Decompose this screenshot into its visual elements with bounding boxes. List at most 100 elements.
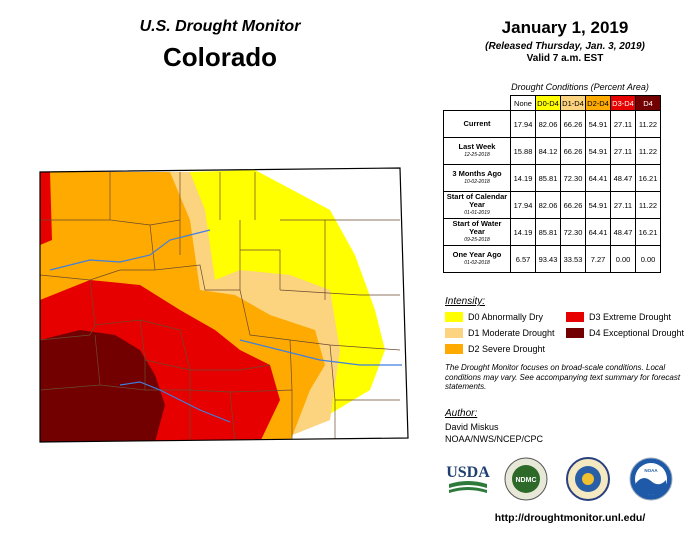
legend-col-2: D3 Extreme Drought D4 Exceptional Drough…: [566, 312, 684, 338]
table-cell: 72.30: [560, 164, 586, 192]
col-header: D1-D4: [560, 95, 586, 111]
release-date: (Released Thursday, Jan. 3, 2019): [485, 41, 645, 52]
col-header: D0-D4: [535, 95, 561, 111]
table-cell: 54.91: [585, 110, 611, 138]
table-cell: 64.41: [585, 218, 611, 246]
legend-item-d2: D2 Severe Drought: [445, 344, 555, 354]
legend-label: D3 Extreme Drought: [589, 312, 672, 322]
state-border: [39, 167, 409, 443]
table-row: Start of Calendar Year 01-01-2019 17.94 82.…: [443, 191, 661, 219]
drought-stats-table: None D0-D4 D1-D4 D2-D4 D3-D4 D4 Current 1…: [443, 95, 661, 273]
table-cell: 48.47: [610, 218, 636, 246]
legend-swatch: [445, 328, 463, 338]
table-row: One Year Ago 01-02-2018 6.57 93.43 33.53 7.27…: [443, 245, 661, 273]
table-cell: 15.88: [510, 137, 536, 165]
table-cell: 93.43: [535, 245, 561, 273]
row-label: Start of Calendar Year 01-01-2019: [443, 191, 511, 219]
table-cell: 72.30: [560, 218, 586, 246]
row-label: Current: [443, 110, 511, 138]
table-cell: 0.00: [610, 245, 636, 273]
legend-title: Intensity:: [445, 296, 486, 307]
legend-item-d4: D4 Exceptional Drought: [566, 328, 684, 338]
row-sublabel: 09-25-2018: [464, 237, 490, 243]
col-header: D4: [635, 95, 661, 111]
row-sublabel: 10-02-2018: [464, 179, 490, 185]
table-row: Last Week 12-25-2018 15.88 84.12 66.26 54.91 2…: [443, 137, 661, 165]
rivers: [49, 229, 402, 423]
header-left: U.S. Drought Monitor Colorado: [95, 18, 345, 73]
table-cell: 66.26: [560, 191, 586, 219]
table-row: Start of Water Year 09-25-2018 14.19 85.81 7…: [443, 218, 661, 246]
table-row: 3 Months Ago 10-02-2018 14.19 85.81 72.30 64.…: [443, 164, 661, 192]
table-header-row: None D0-D4 D1-D4 D2-D4 D3-D4 D4: [444, 95, 661, 111]
table-cell: 54.91: [585, 137, 611, 165]
header-right: January 1, 2019 (Released Thursday, Jan.…: [440, 18, 690, 64]
table-cell: 14.19: [510, 218, 536, 246]
map-date: January 1, 2019: [501, 18, 629, 37]
row-label-text: Last Week: [458, 142, 496, 151]
col-header: None: [510, 95, 536, 111]
table-cell: 17.94: [510, 110, 536, 138]
usda-logo-text: USDA: [446, 464, 490, 481]
author-org: NOAA/NWS/NCEP/CPC: [445, 434, 544, 444]
col-header: D2-D4: [585, 95, 611, 111]
table-title: Drought Conditions (Percent Area): [511, 82, 649, 92]
row-sublabel: 01-01-2019: [464, 210, 490, 216]
table-corner: [444, 96, 511, 111]
noaa-logo: NOAA: [629, 457, 673, 501]
table-cell: 0.00: [635, 245, 661, 273]
legend-label: D1 Moderate Drought: [468, 328, 555, 338]
row-sublabel: 01-02-2018: [464, 260, 490, 266]
row-label-text: Start of Water Year: [452, 219, 502, 236]
table-cell: 16.21: [635, 164, 661, 192]
table-cell: 54.91: [585, 191, 611, 219]
legend-swatch: [445, 312, 463, 322]
row-label-text: Current: [463, 119, 491, 128]
legend-label: D4 Exceptional Drought: [589, 328, 685, 338]
usda-logo: USDA: [446, 464, 490, 493]
table-cell: 64.41: [585, 164, 611, 192]
table-cell: 84.12: [535, 137, 561, 165]
table-cell: 6.57: [510, 245, 536, 273]
valid-time: Valid 7 a.m. EST: [526, 53, 604, 64]
d4-region: [40, 330, 165, 442]
legend-swatch: [566, 328, 584, 338]
row-sublabel: 12-25-2018: [464, 152, 490, 158]
col-header: D3-D4: [610, 95, 636, 111]
table-cell: 7.27: [585, 245, 611, 273]
colorado-drought-map: [39, 167, 409, 443]
noaa-logo-text: NOAA: [644, 468, 658, 473]
legend-item-d0: D0 Abnormally Dry: [445, 312, 555, 322]
table-cell: 85.81: [535, 218, 561, 246]
drought-monitor-link[interactable]: http://droughtmonitor.unl.edu/: [494, 512, 646, 524]
disclaimer-note: The Drought Monitor focuses on broad-sca…: [445, 363, 681, 391]
row-label-text: One Year Ago: [452, 250, 502, 259]
state-title: Colorado: [162, 42, 278, 72]
row-label-text: Start of Calendar Year: [446, 192, 508, 209]
table-body: Current 17.94 82.06 66.26 54.91 27.11 11.22 Las…: [443, 110, 661, 273]
usda-seal-logo: [566, 457, 610, 501]
row-label: 3 Months Ago 10-02-2018: [443, 164, 511, 192]
row-label: Start of Water Year 09-25-2018: [443, 218, 511, 246]
legend-item-d3: D3 Extreme Drought: [566, 312, 684, 322]
ndmc-logo-text: NDMC: [516, 477, 537, 484]
table-cell: 17.94: [510, 191, 536, 219]
table-cell: 16.21: [635, 218, 661, 246]
legend-label: D2 Severe Drought: [468, 344, 546, 354]
table-cell: 82.06: [535, 191, 561, 219]
author-name: David Miskus: [445, 422, 499, 432]
table-cell: 33.53: [560, 245, 586, 273]
table-cell: 27.11: [610, 137, 636, 165]
table-cell: 27.11: [610, 110, 636, 138]
table-cell: 14.19: [510, 164, 536, 192]
row-label: Last Week 12-25-2018: [443, 137, 511, 165]
d3-northwest-strip: [40, 172, 52, 245]
table-cell: 27.11: [610, 191, 636, 219]
ndmc-logo: NDMC: [504, 457, 548, 501]
legend-swatch: [566, 312, 584, 322]
table-cell: 66.26: [560, 110, 586, 138]
legend-swatch: [445, 344, 463, 354]
table-cell: 82.06: [535, 110, 561, 138]
table-cell: 11.22: [635, 191, 661, 219]
legend-col-1: D0 Abnormally Dry D1 Moderate Drought D2…: [445, 312, 555, 354]
